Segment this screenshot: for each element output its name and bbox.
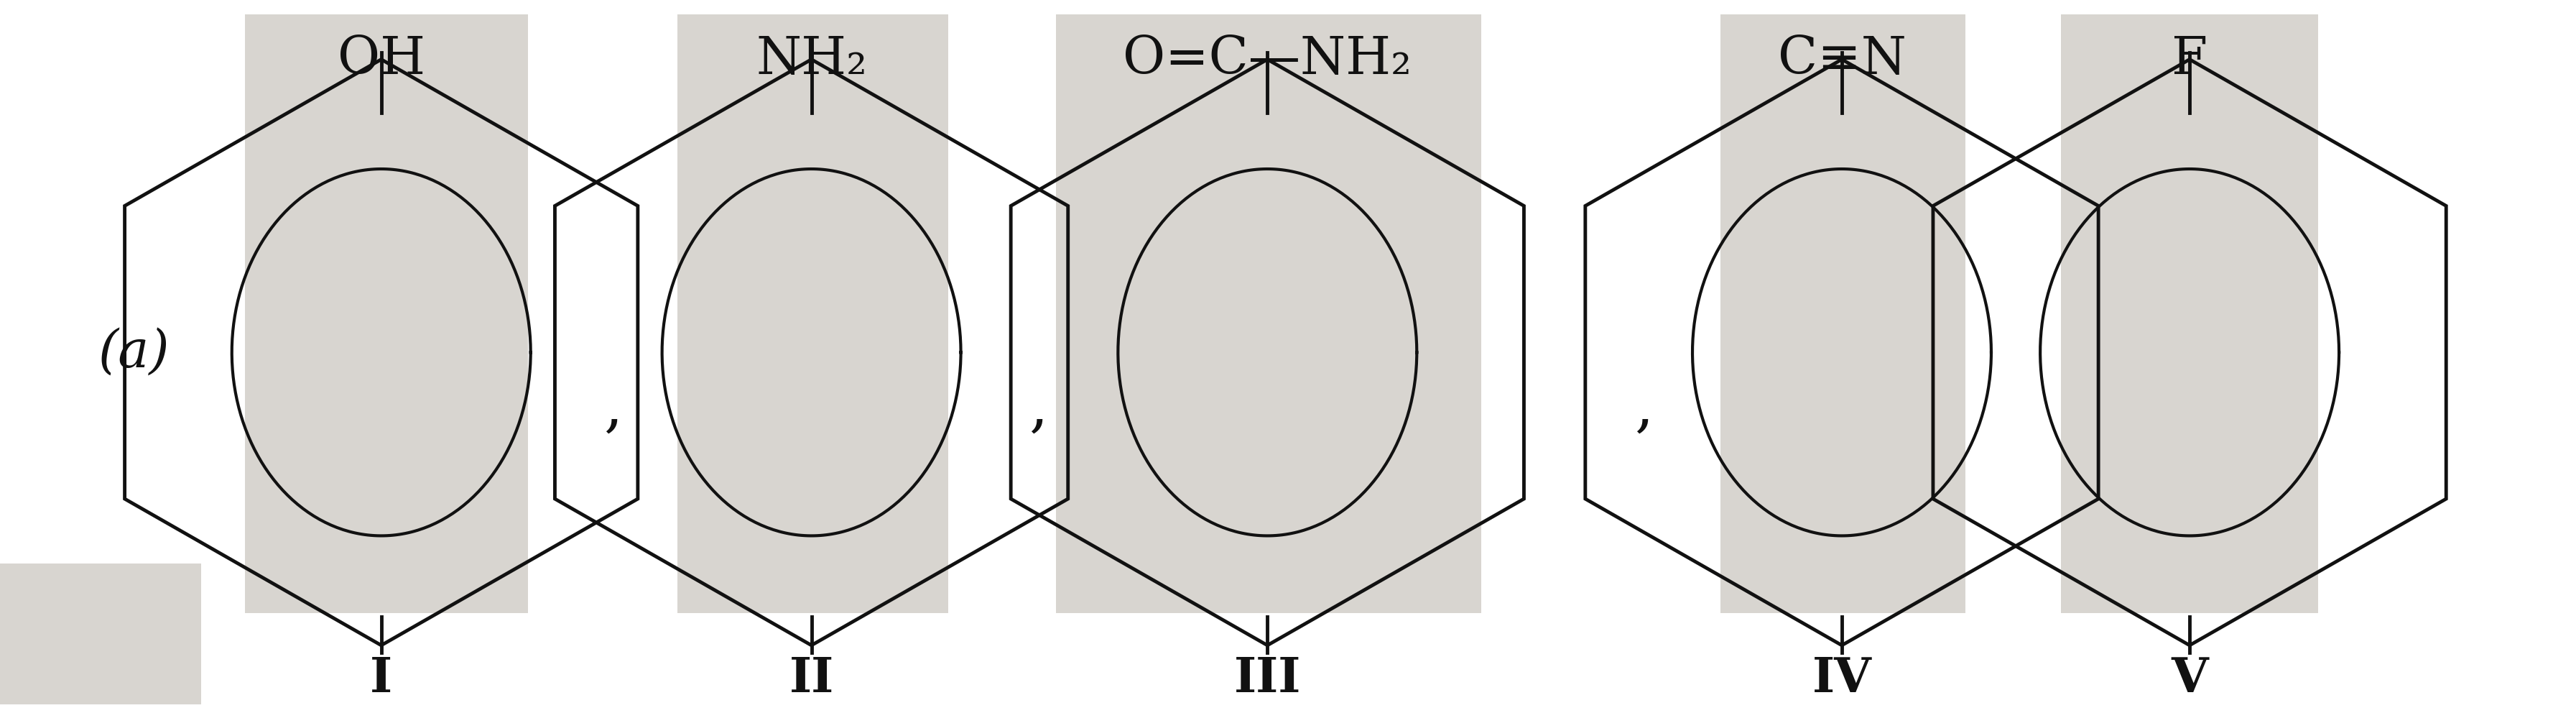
Text: C≡N: C≡N [1777, 34, 1906, 85]
Bar [677, 14, 948, 613]
Text: (a): (a) [98, 327, 170, 378]
Bar [1056, 14, 1481, 613]
Text: OH: OH [337, 34, 425, 85]
Text: ,: , [1633, 380, 1654, 438]
Text: ,: , [603, 380, 623, 438]
Text: O=C—NH₂: O=C—NH₂ [1123, 34, 1412, 85]
Text: NH₂: NH₂ [755, 34, 868, 85]
Bar [2061, 14, 2318, 613]
Text: III: III [1234, 655, 1301, 702]
Text: I: I [371, 655, 392, 702]
Bar [1721, 14, 1965, 613]
Text: IV: IV [1811, 655, 1873, 702]
Text: F: F [2172, 34, 2208, 85]
Bar [0, 564, 201, 704]
Text: ,: , [1028, 380, 1048, 438]
Text: V: V [2172, 655, 2208, 702]
Text: II: II [788, 655, 835, 702]
Bar [245, 14, 528, 613]
